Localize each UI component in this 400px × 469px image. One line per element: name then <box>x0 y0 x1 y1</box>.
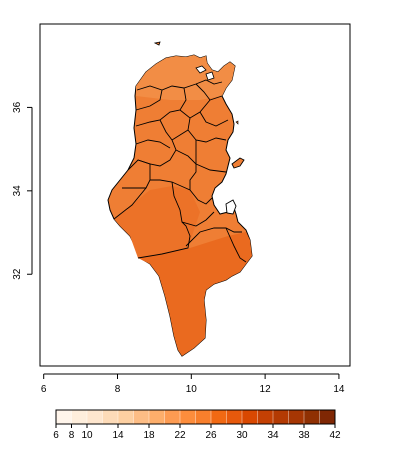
legend-tick-label: 42 <box>329 430 341 441</box>
shade-south <box>138 232 252 356</box>
legend-tick-label: 14 <box>112 430 124 441</box>
border-13 <box>122 159 151 189</box>
x-tick-label: 14 <box>333 384 345 395</box>
legend-tick-label: 34 <box>267 430 279 441</box>
legend-swatch <box>71 410 88 424</box>
border-3 <box>135 87 187 127</box>
region-borders <box>113 79 247 263</box>
y-tick-label: 34 <box>12 185 23 197</box>
legend-swatch <box>149 410 165 424</box>
legend-swatch <box>273 410 289 424</box>
legend-swatch <box>195 410 212 424</box>
x-tick-label: 10 <box>186 384 198 395</box>
border-11 <box>195 140 227 173</box>
legend-swatch <box>257 410 274 424</box>
border-12 <box>135 139 171 149</box>
border-6 <box>199 111 229 127</box>
border-9 <box>171 129 189 141</box>
legend-border <box>55 409 336 425</box>
y-tick-label: 32 <box>12 268 23 280</box>
legend-swatch <box>242 410 258 424</box>
y-tick-label: 36 <box>12 101 23 113</box>
legend-tick-label: 26 <box>205 430 217 441</box>
color-legend: 6 8 10 14 18 22 26 30 34 38 42 <box>53 409 341 441</box>
island-djerba <box>225 199 237 215</box>
lake-bizerte <box>195 65 207 74</box>
gulf-tunis <box>205 71 215 81</box>
plot-frame <box>39 23 351 367</box>
border-5 <box>179 99 211 119</box>
border-7 <box>187 117 227 143</box>
legend-swatch <box>164 410 181 424</box>
y-axis: 32 34 36 <box>12 101 33 280</box>
island-kerkennah <box>231 157 245 169</box>
country-map <box>107 41 253 357</box>
legend-tick-label: 22 <box>174 430 186 441</box>
legend-swatch <box>102 410 119 424</box>
border-8 <box>137 119 177 167</box>
legend-tick-label: 38 <box>298 430 310 441</box>
legend-swatch <box>87 410 103 424</box>
x-tick-label: 12 <box>260 384 272 395</box>
border-10 <box>175 149 197 190</box>
island-small-ne <box>235 120 239 125</box>
legend-swatch <box>180 410 196 424</box>
legend-swatch <box>304 410 320 424</box>
border-15 <box>113 187 147 220</box>
legend-swatch <box>56 410 72 424</box>
legend-tick-label: 10 <box>81 430 93 441</box>
border-14 <box>150 179 213 205</box>
x-tick-label: 6 <box>41 384 47 395</box>
legend-swatch <box>118 410 134 424</box>
border-18 <box>137 221 191 259</box>
legend-tick-label: 30 <box>236 430 248 441</box>
legend-swatch <box>211 410 227 424</box>
x-axis: 6 8 10 12 14 <box>41 373 345 395</box>
legend-tick-label: 18 <box>143 430 155 441</box>
legend-swatch <box>133 410 150 424</box>
legend-swatch <box>288 410 305 424</box>
x-tick-label: 8 <box>115 384 121 395</box>
border-4 <box>195 83 223 101</box>
legend-tick-label: 6 <box>53 430 59 441</box>
legend-swatch <box>319 410 336 424</box>
shade-north <box>136 55 235 100</box>
border-2 <box>135 89 163 111</box>
border-17 <box>185 227 242 247</box>
border-19 <box>225 227 247 263</box>
legend-tick-label: 8 <box>69 430 75 441</box>
shade-center <box>114 186 200 258</box>
island-galite <box>153 41 161 46</box>
legend-swatch <box>226 410 243 424</box>
